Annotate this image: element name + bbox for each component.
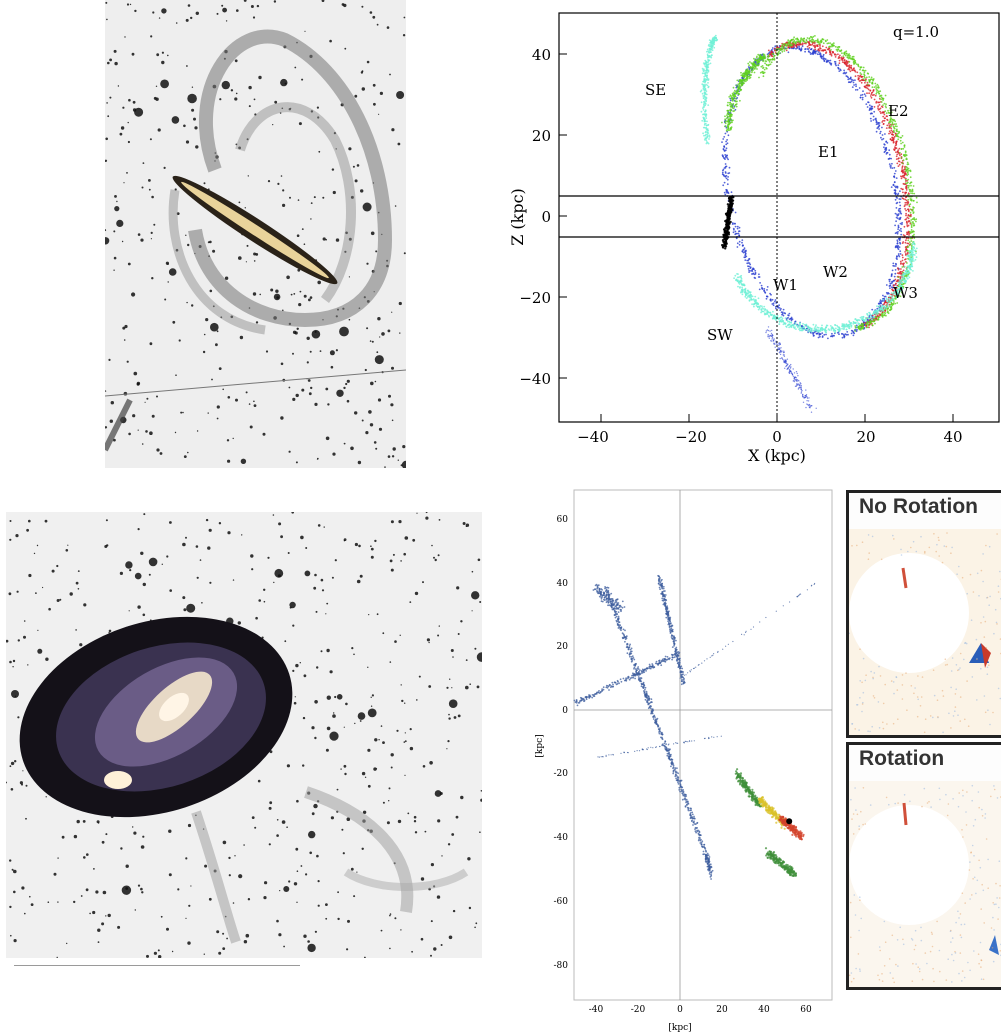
label-w1: W1: [773, 276, 798, 294]
top-ylabel: Z (kpc): [508, 188, 527, 246]
inset-no-rotation: No Rotation: [846, 490, 1001, 738]
label-w2: W2: [823, 263, 848, 281]
inset-rotation: Rotation: [846, 742, 1001, 990]
inset-title-rotation: Rotation: [859, 747, 945, 770]
label-sw: SW: [707, 326, 733, 344]
bottom-xtick-1: -20: [631, 1005, 646, 1015]
label-e2: E2: [888, 102, 909, 120]
inset-title-no-rotation: No Rotation: [859, 495, 978, 518]
bottom-ylabel: [kpc]: [535, 734, 545, 757]
bottom-xlabel: [kpc]: [668, 1023, 691, 1033]
annotation-q: q=1.0: [893, 23, 939, 41]
residual-insets: No Rotation Rotation: [846, 490, 1001, 990]
bottom-xtick-4: 40: [758, 1005, 770, 1015]
top-ytick-1: 20: [532, 127, 551, 145]
bottom-ytick-7: -80: [554, 961, 569, 971]
top-xtick-1: −20: [675, 428, 707, 446]
bottom-ytick-6: -60: [554, 897, 569, 907]
top-ytick-3: −20: [519, 289, 551, 307]
edge-on-galaxy-image: [105, 0, 406, 468]
bottom-xtick-5: 60: [800, 1005, 812, 1015]
top-xtick-2: 0: [772, 428, 782, 446]
top-xlabel: X (kpc): [748, 446, 806, 465]
label-se: SE: [645, 81, 666, 99]
bottom-ytick-1: 40: [557, 579, 569, 589]
bottom-xtick-0: -40: [589, 1005, 604, 1015]
top-xtick-4: 40: [943, 428, 962, 446]
top-xtick-3: 20: [856, 428, 875, 446]
bottom-ytick-5: -40: [554, 833, 569, 843]
label-w3: W3: [893, 284, 918, 302]
label-e1: E1: [818, 143, 839, 161]
top-ytick-2: 0: [541, 208, 551, 226]
barred-spiral-galaxy-image: [6, 512, 482, 958]
top-ytick-0: 40: [532, 46, 551, 64]
bottom-ytick-0: 60: [557, 515, 569, 525]
bottom-xtick-3: 20: [716, 1005, 728, 1015]
simulation-plot-q1: q=1.0 SE E2 E1 W2 W1 W3 SW −40 −20 0 20 …: [505, 0, 1001, 470]
bottom-ytick-4: -20: [554, 769, 569, 779]
simulation-plot-stream: 60 40 20 0 -20 -40 -60 -80 -40 -20 0 20 …: [530, 478, 845, 1035]
top-xtick-0: −40: [577, 428, 609, 446]
scale-bar: [14, 965, 300, 966]
bottom-ytick-2: 20: [557, 642, 569, 652]
top-ytick-4: −40: [519, 370, 551, 388]
bottom-xtick-2: 0: [677, 1005, 683, 1015]
bottom-ytick-3: 0: [562, 706, 568, 716]
